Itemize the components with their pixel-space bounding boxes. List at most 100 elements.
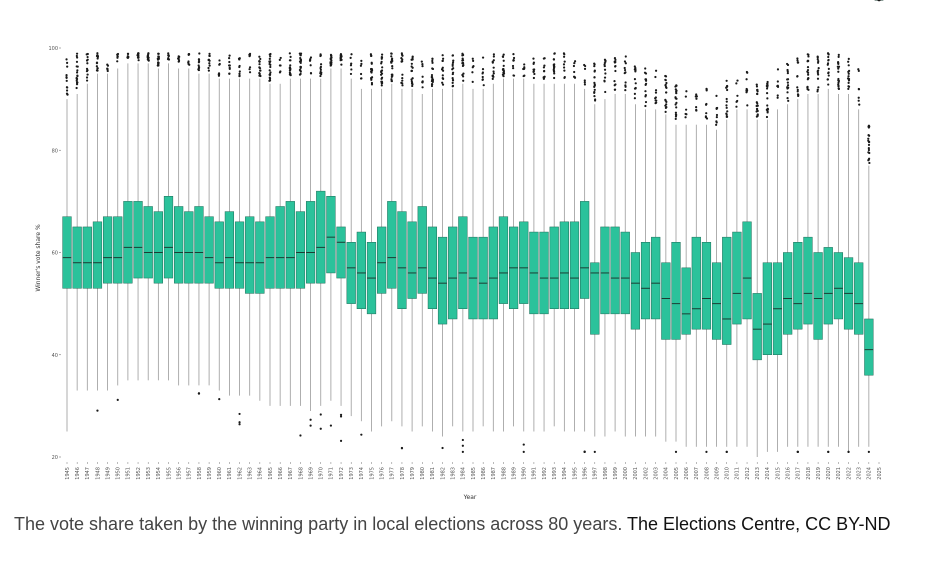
outlier-point <box>319 53 322 56</box>
outlier-point <box>817 69 820 72</box>
outlier-point <box>319 413 322 416</box>
box-iqr <box>742 221 752 320</box>
x-tick-label: 1969 <box>308 467 314 480</box>
outlier-point <box>268 79 272 82</box>
outlier-point <box>817 73 820 76</box>
outlier-point <box>421 86 424 89</box>
outlier-point <box>86 62 89 65</box>
box-iqr <box>854 262 864 335</box>
outlier-point <box>492 70 495 73</box>
outlier-point <box>66 65 69 68</box>
outlier-point <box>665 81 668 85</box>
box-iqr <box>255 221 265 294</box>
outlier-point <box>685 108 688 111</box>
box-iqr <box>204 216 214 284</box>
outlier-point <box>787 99 790 102</box>
outlier-point <box>613 56 617 60</box>
outlier-point <box>603 63 606 66</box>
outlier-point <box>66 86 69 89</box>
x-tick-label: 2009 <box>714 467 720 480</box>
outlier-point <box>96 409 99 412</box>
outlier-point <box>258 71 261 75</box>
outlier-point <box>461 450 464 453</box>
box-iqr <box>417 206 427 294</box>
outlier-point <box>715 107 718 110</box>
outlier-point <box>624 71 627 74</box>
outlier-point <box>684 112 687 116</box>
outlier-point <box>867 450 870 453</box>
outlier-point <box>786 87 789 90</box>
outlier-point <box>816 90 819 93</box>
outlier-point <box>533 72 536 76</box>
outlier-point <box>675 97 678 100</box>
outlier-point <box>583 450 586 453</box>
outlier-point <box>847 60 850 63</box>
outlier-point <box>502 71 505 74</box>
outlier-point <box>644 67 647 70</box>
x-tick-label: 1957 <box>187 467 193 480</box>
x-tick-label: 1991 <box>532 467 538 480</box>
outlier-point <box>674 117 677 121</box>
outlier-point <box>705 88 708 91</box>
x-tick-label: 2002 <box>643 467 649 480</box>
outlier-point <box>847 75 850 78</box>
x-tick-label: 1958 <box>197 467 203 480</box>
outlier-point <box>289 64 292 67</box>
outlier-point <box>675 106 678 109</box>
outlier-point <box>796 93 800 96</box>
outlier-point <box>420 60 423 63</box>
outlier-point <box>279 56 282 60</box>
outlier-point <box>461 52 464 55</box>
outlier-point <box>745 90 748 93</box>
x-tick-label: 2004 <box>664 467 670 480</box>
outlier-point <box>75 60 79 63</box>
outlier-point <box>816 55 819 58</box>
outlier-point <box>745 78 748 81</box>
outlier-point <box>75 71 79 74</box>
outlier-point <box>85 76 89 79</box>
x-tick-label: 2020 <box>826 467 832 480</box>
outlier-point <box>207 58 211 61</box>
x-tick-label: 1970 <box>319 467 325 480</box>
x-tick-label: 1984 <box>461 467 467 480</box>
outlier-point <box>85 53 88 56</box>
outlier-point <box>228 54 231 57</box>
outlier-point <box>604 60 607 63</box>
outlier-point <box>339 439 343 442</box>
outlier-point <box>522 67 525 71</box>
outlier-point <box>634 86 637 90</box>
outlier-point <box>421 65 424 68</box>
outlier-point <box>735 105 738 108</box>
box-iqr <box>123 201 133 284</box>
outlier-point <box>329 64 332 67</box>
outlier-point <box>817 86 820 89</box>
outlier-point <box>451 71 455 74</box>
outlier-point <box>96 67 99 70</box>
outlier-point <box>563 69 566 72</box>
outlier-point <box>391 59 394 63</box>
outlier-point <box>501 68 505 71</box>
outlier-point <box>431 57 434 60</box>
outlier-point <box>786 63 790 67</box>
outlier-point <box>593 450 596 453</box>
outlier-point <box>359 77 363 80</box>
outlier-point <box>472 59 475 62</box>
outlier-point <box>705 112 708 115</box>
x-tick-label: 2022 <box>846 467 852 480</box>
figure-caption: The vote share taken by the winning part… <box>14 512 914 537</box>
outlier-point <box>340 63 343 66</box>
outlier-point <box>370 54 373 58</box>
outlier-point <box>401 82 404 85</box>
outlier-point <box>116 56 119 59</box>
x-tick-label: 2025 <box>877 467 883 480</box>
outlier-point <box>553 72 556 75</box>
outlier-point <box>644 94 647 97</box>
outlier-point <box>380 80 384 83</box>
outlier-point <box>400 447 404 450</box>
y-axis: 20 40 60 80 100 <box>48 46 61 461</box>
x-tick-label: 1967 <box>288 467 294 480</box>
outlier-point <box>96 52 99 55</box>
outlier-point <box>715 113 719 117</box>
outlier-point <box>116 60 119 63</box>
outlier-point <box>86 69 89 72</box>
